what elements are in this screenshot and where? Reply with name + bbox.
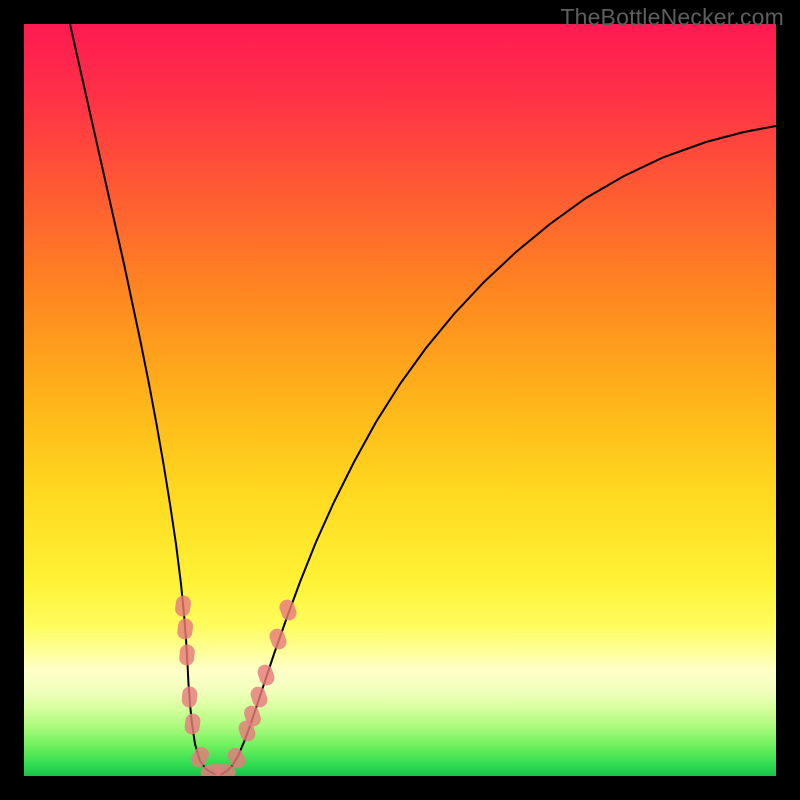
left-curve bbox=[70, 24, 217, 775]
data-marker bbox=[267, 627, 288, 652]
data-marker bbox=[277, 598, 298, 623]
data-marker bbox=[176, 618, 193, 641]
watermark-text: TheBottleNecker.com bbox=[560, 4, 784, 31]
curve-layer bbox=[24, 24, 776, 776]
data-marker bbox=[184, 713, 201, 736]
data-marker bbox=[179, 644, 196, 666]
data-marker bbox=[174, 595, 192, 618]
plot-area bbox=[24, 24, 776, 776]
data-marker bbox=[249, 685, 270, 710]
data-marker bbox=[181, 686, 198, 708]
right-curve bbox=[217, 126, 776, 775]
data-marker bbox=[256, 663, 277, 688]
